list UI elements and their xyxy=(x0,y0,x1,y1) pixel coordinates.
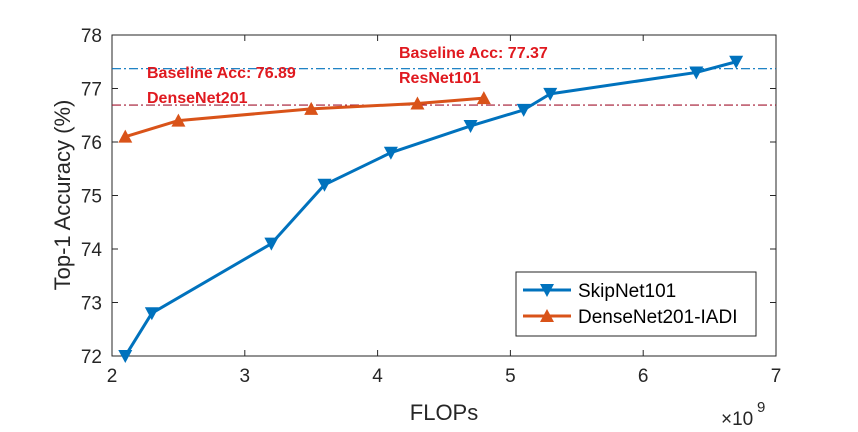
y-tick-label: 73 xyxy=(81,294,102,315)
data-point-skipnet101 xyxy=(463,119,478,133)
data-point-skipnet101 xyxy=(118,350,133,363)
x-tick-label: 6 xyxy=(638,366,649,387)
data-point-densenet201-iadi xyxy=(476,91,491,105)
annotation-densenet-baseline: Baseline Acc: 76.89 xyxy=(147,65,296,82)
legend: SkipNet101 DenseNet201-IADI xyxy=(515,271,757,337)
data-point-skipnet101 xyxy=(317,178,332,192)
data-point-densenet201-iadi xyxy=(171,113,186,127)
series-line-skipnet101 xyxy=(124,60,737,357)
annotation-resnet-baseline: Baseline Acc: 77.37 xyxy=(399,45,548,62)
x-tick-label: 7 xyxy=(771,366,782,387)
legend-marker-skipnet xyxy=(540,284,554,297)
y-tick-label: 78 xyxy=(81,26,102,47)
y-tick-label: 72 xyxy=(81,347,102,368)
data-point-skipnet101 xyxy=(516,103,531,117)
x-tick-label: 5 xyxy=(505,366,516,387)
x-tick-label: 3 xyxy=(240,366,251,387)
annotation-resnet-name: ResNet101 xyxy=(399,70,481,87)
legend-label-skipnet: SkipNet101 xyxy=(578,281,676,302)
legend-box xyxy=(515,271,757,337)
annotation-densenet-name: DenseNet201 xyxy=(147,90,248,107)
x-axis-label: FLOPs xyxy=(410,400,478,425)
legend-label-densenet: DenseNet201-IADI xyxy=(578,307,737,328)
y-tick-label: 75 xyxy=(81,187,102,208)
y-tick-label: 74 xyxy=(81,240,103,261)
x-multiplier-base: ×10 xyxy=(721,409,753,430)
x-tick-label: 4 xyxy=(372,366,383,387)
legend-marker-densenet xyxy=(540,309,554,322)
data-point-skipnet101 xyxy=(689,66,704,80)
y-tick-label: 76 xyxy=(81,133,102,154)
ticks-layer: 2 3 4 5 6 7 72 73 74 75 76 77 78 xyxy=(81,26,781,387)
reference-lines xyxy=(112,68,776,106)
x-tick-label: 2 xyxy=(107,366,118,387)
data-point-skipnet101 xyxy=(729,55,744,69)
y-axis-label: Top-1 Accuracy (%) xyxy=(50,100,75,291)
data-point-skipnet101 xyxy=(264,237,279,251)
x-multiplier-exponent: 9 xyxy=(757,399,765,416)
data-point-densenet201-iadi xyxy=(304,101,319,115)
y-tick-label: 77 xyxy=(81,80,102,101)
data-point-skipnet101 xyxy=(144,307,159,321)
data-point-densenet201-iadi xyxy=(410,96,425,110)
data-point-densenet201-iadi xyxy=(118,129,133,143)
data-point-skipnet101 xyxy=(543,87,558,101)
data-point-skipnet101 xyxy=(383,146,398,160)
series-layer xyxy=(118,55,744,363)
